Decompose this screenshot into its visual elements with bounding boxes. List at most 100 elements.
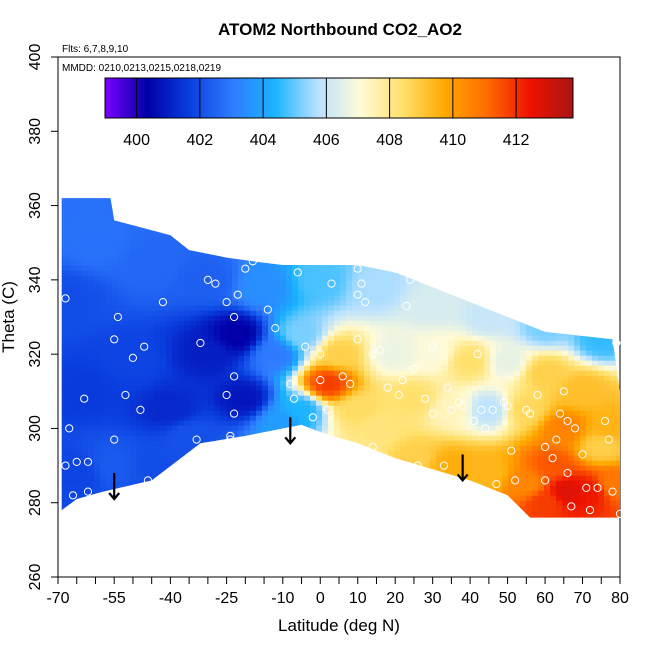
field-cell xyxy=(310,430,317,437)
field-cell xyxy=(400,205,407,212)
field-cell xyxy=(154,350,161,357)
field-cell xyxy=(190,220,197,227)
field-cell xyxy=(502,305,509,312)
field-cell xyxy=(112,198,119,202)
field-cell xyxy=(298,325,305,332)
field-cell xyxy=(208,245,215,252)
field-cell xyxy=(178,370,185,377)
field-cell xyxy=(322,260,329,267)
field-cell xyxy=(424,360,431,367)
field-cell xyxy=(562,305,569,312)
field-cell xyxy=(316,370,323,377)
field-cell xyxy=(250,230,257,237)
field-cell xyxy=(616,315,620,322)
field-cell xyxy=(220,340,227,347)
field-cell xyxy=(376,285,383,292)
field-cell xyxy=(166,265,173,272)
field-cell xyxy=(244,415,251,422)
field-cell xyxy=(406,235,413,242)
field-cell xyxy=(562,210,569,217)
field-cell xyxy=(424,198,431,202)
field-cell xyxy=(250,430,257,437)
field-cell xyxy=(262,230,269,237)
field-cell xyxy=(244,205,251,212)
field-cell xyxy=(88,310,95,317)
field-cell xyxy=(496,310,503,317)
field-cell xyxy=(352,198,359,202)
field-cell xyxy=(61,335,65,342)
field-cell xyxy=(136,215,143,222)
field-cell xyxy=(556,320,563,327)
field-cell xyxy=(262,295,269,302)
field-cell xyxy=(124,210,131,217)
field-cell xyxy=(520,335,527,342)
field-cell xyxy=(100,300,107,307)
field-cell xyxy=(400,445,407,452)
field-cell xyxy=(106,305,113,312)
field-cell xyxy=(520,355,527,362)
field-cell xyxy=(370,350,377,357)
field-cell xyxy=(502,380,509,387)
field-cell xyxy=(598,205,605,212)
field-cell xyxy=(88,365,95,372)
field-cell xyxy=(562,445,569,452)
field-cell xyxy=(598,425,605,432)
field-cell xyxy=(340,415,347,422)
field-cell xyxy=(136,300,143,307)
field-cell xyxy=(172,255,179,262)
field-cell xyxy=(400,198,407,202)
field-cell xyxy=(436,230,443,237)
field-cell xyxy=(208,285,215,292)
field-cell xyxy=(256,410,263,417)
field-cell xyxy=(94,200,101,207)
field-cell xyxy=(106,385,113,392)
field-cell xyxy=(526,380,533,387)
field-cell xyxy=(550,280,557,287)
field-cell xyxy=(568,200,575,207)
field-cell xyxy=(124,265,131,272)
field-cell xyxy=(190,191,197,197)
field-cell xyxy=(442,305,449,312)
field-cell xyxy=(124,270,131,277)
field-cell xyxy=(202,435,209,442)
field-cell xyxy=(508,410,515,417)
field-cell xyxy=(616,350,620,357)
field-cell xyxy=(418,410,425,417)
field-cell xyxy=(352,230,359,237)
field-cell xyxy=(484,200,491,207)
field-cell xyxy=(436,340,443,347)
field-cell xyxy=(262,225,269,232)
field-cell xyxy=(328,285,335,292)
field-cell xyxy=(88,270,95,277)
field-cell xyxy=(370,225,377,232)
field-cell xyxy=(556,425,563,432)
field-cell xyxy=(256,440,263,447)
field-cell xyxy=(616,245,620,252)
field-cell xyxy=(88,290,95,297)
field-cell xyxy=(598,420,605,427)
field-cell xyxy=(592,285,599,292)
field-cell xyxy=(328,235,335,242)
field-cell xyxy=(514,290,521,297)
field-cell xyxy=(76,330,83,337)
field-cell xyxy=(520,415,527,422)
field-cell xyxy=(370,250,377,257)
field-cell xyxy=(604,280,611,287)
field-cell xyxy=(112,265,119,272)
field-cell xyxy=(274,400,281,407)
field-cell xyxy=(544,435,551,442)
field-cell xyxy=(280,400,287,407)
field-cell xyxy=(376,215,383,222)
field-cell xyxy=(436,235,443,242)
field-cell xyxy=(166,270,173,277)
field-cell xyxy=(400,355,407,362)
field-cell xyxy=(430,435,437,442)
field-cell xyxy=(622,401,629,407)
field-cell xyxy=(568,360,575,367)
field-cell xyxy=(226,285,233,292)
field-cell xyxy=(496,191,503,197)
field-cell xyxy=(364,270,371,277)
field-cell xyxy=(394,245,401,252)
field-cell xyxy=(244,380,251,387)
field-cell xyxy=(88,435,95,442)
